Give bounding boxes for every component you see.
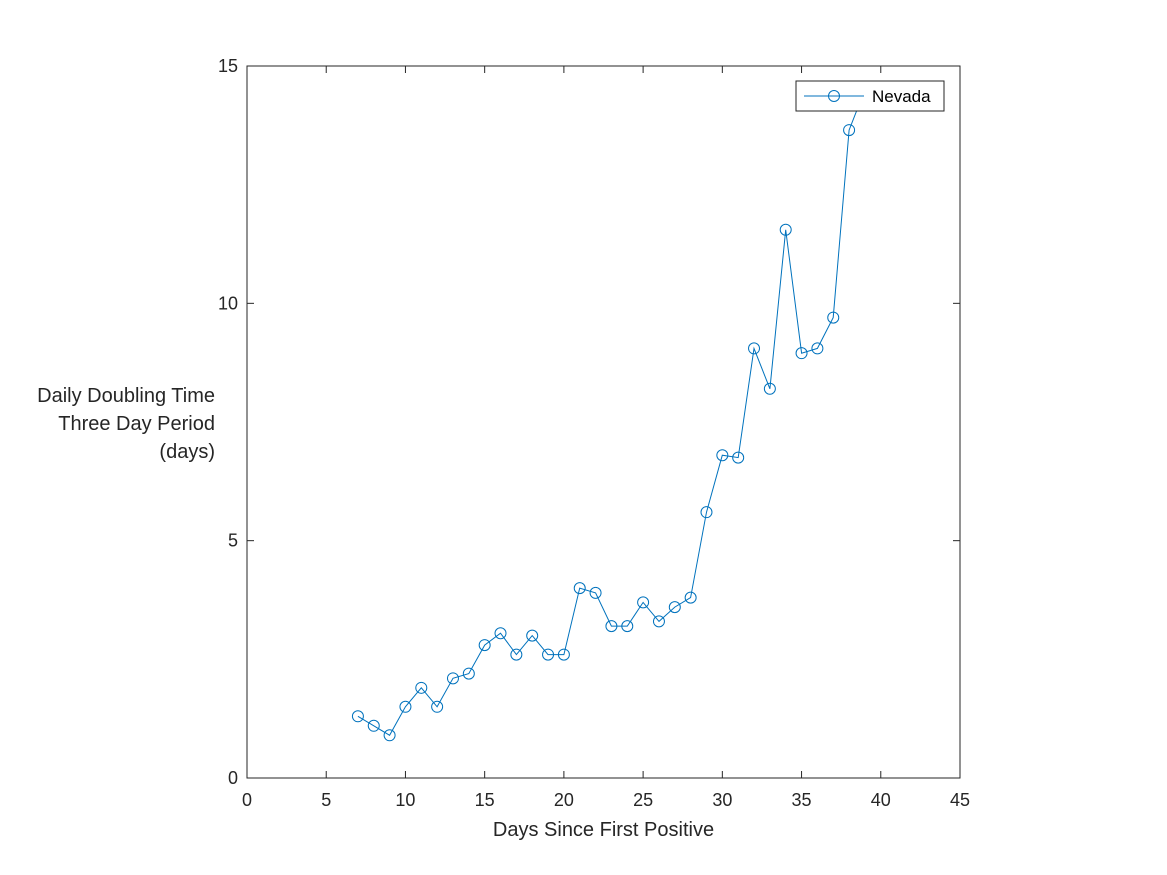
- data-point: [557, 648, 570, 661]
- y-tick-label: 10: [218, 293, 238, 313]
- data-point: [478, 639, 491, 652]
- data-point: [763, 382, 776, 395]
- data-point: [431, 700, 444, 713]
- data-point: [700, 506, 713, 519]
- data-point: [605, 620, 618, 633]
- data-point: [462, 667, 475, 680]
- data-point: [668, 601, 681, 614]
- x-tick-label: 20: [554, 790, 574, 810]
- data-point: [383, 729, 396, 742]
- series-layer: [351, 83, 871, 742]
- data-point: [589, 586, 602, 599]
- legend-marker-sample: [828, 90, 840, 102]
- x-tick-label: 35: [792, 790, 812, 810]
- x-tick-label: 15: [475, 790, 495, 810]
- data-point: [811, 342, 824, 355]
- y-tick-label: 15: [218, 56, 238, 76]
- data-point: [351, 710, 364, 723]
- y-tick-label: 5: [228, 531, 238, 551]
- legend: Nevada: [795, 80, 945, 112]
- legend-label: Nevada: [872, 87, 931, 106]
- data-point: [779, 223, 792, 236]
- x-tick-label: 10: [395, 790, 415, 810]
- data-point: [684, 591, 697, 604]
- y-axis-ticks: 0 5 10 15: [218, 56, 960, 788]
- data-point: [621, 620, 634, 633]
- data-point: [542, 648, 555, 661]
- x-tick-label: 25: [633, 790, 653, 810]
- data-point: [652, 615, 665, 628]
- x-axis-ticks: 0 5 10 15 20 25 30 35 40 45: [242, 66, 970, 810]
- x-axis-label: Days Since First Positive: [493, 819, 714, 841]
- data-point: [446, 672, 459, 685]
- y-axis-label-line-3: (days): [159, 441, 215, 463]
- plot-area: [246, 65, 961, 779]
- data-point: [494, 627, 507, 640]
- data-point: [367, 719, 380, 732]
- x-tick-label: 5: [321, 790, 331, 810]
- y-tick-label: 0: [228, 768, 238, 788]
- data-point: [843, 124, 856, 137]
- y-axis-label-line-1: Daily Doubling Time: [37, 385, 215, 407]
- data-point: [732, 451, 745, 464]
- data-point: [526, 629, 539, 642]
- data-point: [573, 582, 586, 595]
- y-axis-label-line-2: Three Day Period: [58, 413, 215, 435]
- x-tick-label: 45: [950, 790, 970, 810]
- data-point: [748, 342, 761, 355]
- data-point: [637, 596, 650, 609]
- x-tick-label: 40: [871, 790, 891, 810]
- data-point: [399, 700, 412, 713]
- data-point: [510, 648, 523, 661]
- x-tick-label: 0: [242, 790, 252, 810]
- series-line-nevada: [357, 89, 866, 736]
- data-point: [716, 449, 729, 462]
- x-tick-label: 30: [712, 790, 732, 810]
- data-point: [827, 311, 840, 324]
- data-point: [415, 681, 428, 694]
- data-point: [795, 347, 808, 360]
